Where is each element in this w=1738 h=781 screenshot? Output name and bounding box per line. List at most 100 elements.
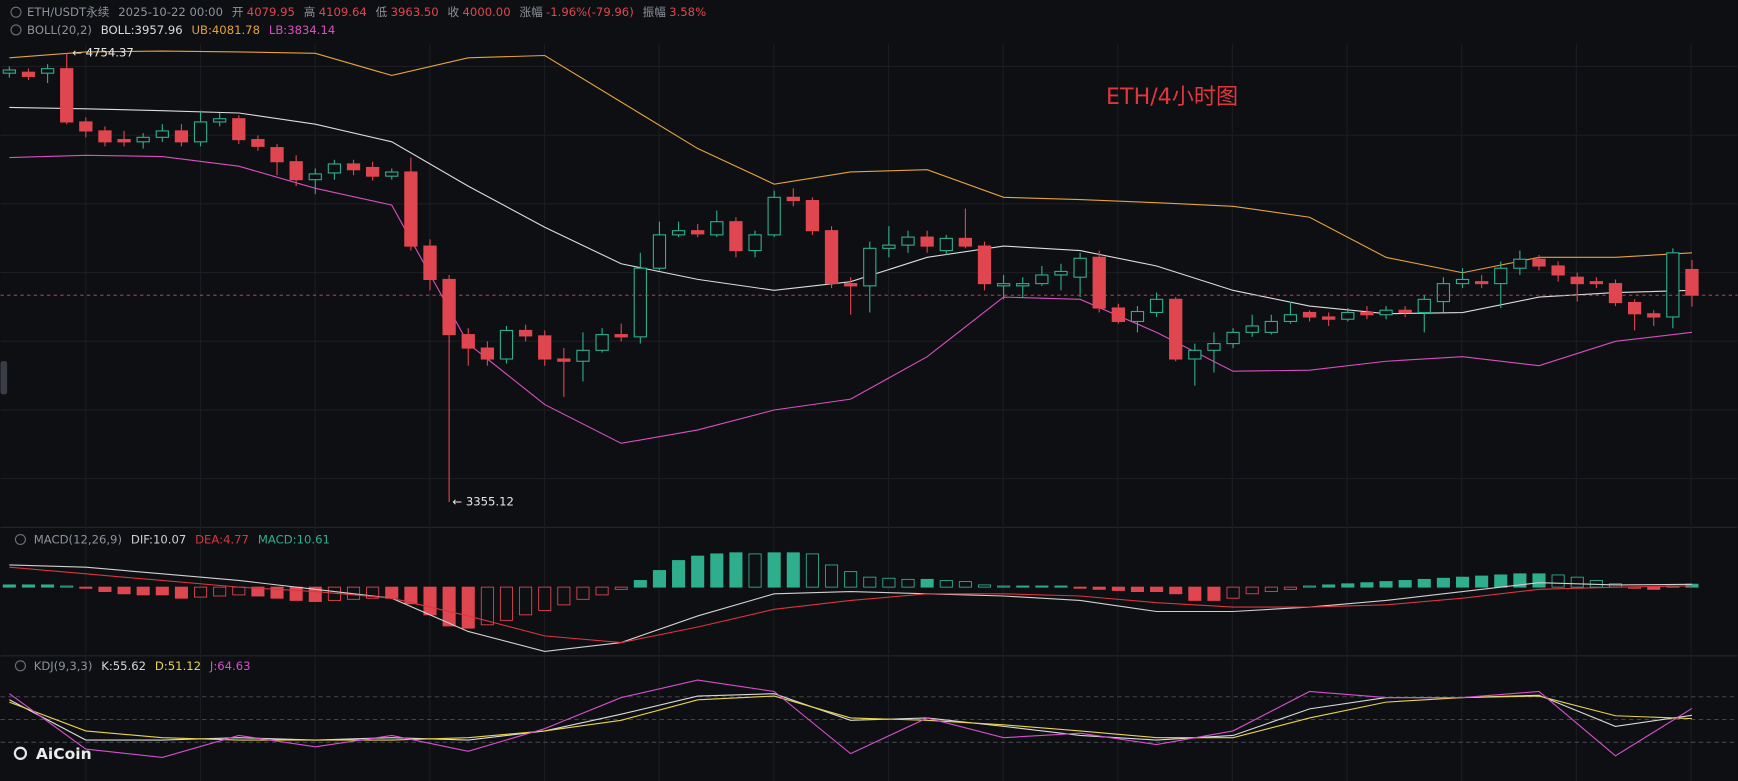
candle-body [480, 347, 495, 360]
candle-body [1532, 258, 1546, 267]
candle-body [595, 334, 609, 351]
macd-bar [672, 560, 686, 588]
quote-value: 3963.50 [391, 5, 439, 19]
macd-bar [1455, 576, 1470, 588]
candle-body [1685, 268, 1699, 296]
candle-body [939, 237, 953, 252]
macd-bar [691, 555, 705, 588]
candle-body [767, 196, 781, 236]
candle-body [2, 69, 16, 74]
macd-bar [882, 577, 896, 588]
candle-body [308, 173, 322, 181]
quote-value: 4000.00 [463, 5, 511, 19]
macd-bar [958, 581, 972, 588]
kdj-legend: KDJ(9,3,3) K:55.62 D:51.12 J:64.63 [34, 658, 251, 672]
candle-body [786, 196, 800, 202]
legend-entry: K:55.62 [101, 658, 146, 672]
macd-bar [767, 552, 781, 588]
candle-body [1302, 311, 1317, 318]
macd-bar [1494, 574, 1508, 588]
candle-body [1341, 311, 1355, 320]
candle-body [1474, 281, 1489, 285]
macd-bar [920, 578, 934, 588]
logo-icon [13, 746, 28, 760]
candle-body [1379, 309, 1393, 316]
candle-body [538, 335, 552, 360]
candle-body [442, 278, 456, 336]
annotation: ETH/4小时图 [1106, 84, 1238, 110]
candle-body [614, 334, 628, 338]
macd-bar [194, 586, 208, 598]
indicator-line [9, 564, 1692, 652]
boll-line [9, 154, 1693, 444]
macd-bar [824, 564, 839, 588]
candle-body [1647, 313, 1661, 318]
candle-body [1245, 325, 1259, 333]
candle-body [1092, 256, 1106, 309]
macd-bar [1322, 584, 1336, 588]
watermark: AiCoin [36, 745, 92, 763]
macd-bar [1245, 586, 1259, 595]
candle-body [1455, 278, 1470, 285]
candle-body [136, 136, 150, 143]
macd-bar [480, 586, 494, 626]
candle-body [155, 130, 169, 138]
candle-body [1551, 265, 1565, 276]
candle-body [996, 283, 1011, 287]
candle-body [1207, 343, 1221, 351]
candle-body [729, 221, 743, 252]
macd-bar [442, 586, 456, 627]
candle-body [805, 199, 820, 232]
candle-body [844, 283, 858, 287]
macd-bar [385, 586, 399, 599]
legend-entry: DIF:10.07 [131, 532, 186, 546]
candle-body [1360, 311, 1374, 316]
candle-body [385, 171, 399, 177]
candle-body [1054, 270, 1068, 276]
macd-bar [461, 586, 475, 629]
candle-body [652, 234, 667, 269]
macd-bar [41, 584, 55, 588]
macd-bar [1532, 573, 1546, 588]
macd-bar [251, 586, 265, 597]
candle-body [289, 161, 303, 181]
quote-value: 4079.95 [247, 5, 295, 19]
candle-body [518, 329, 533, 337]
quote-label: 振幅 [643, 5, 667, 19]
indicator-line [9, 566, 1692, 644]
legend-entry: MACD:10.61 [258, 532, 330, 546]
candle-body [79, 121, 93, 132]
macd-bar [1111, 586, 1125, 591]
macd-bar [2, 584, 16, 588]
candle-body [404, 171, 418, 247]
candle-body [423, 245, 437, 280]
macd-bar [499, 586, 514, 621]
macd-bar [270, 586, 284, 599]
candle-body [1627, 301, 1642, 315]
candle-body [1283, 314, 1298, 323]
low-label: ← 3355.12 [452, 495, 514, 509]
macd-bar [1379, 581, 1393, 588]
macd-bar [136, 586, 150, 596]
indicator-line [9, 679, 1693, 758]
side-tab[interactable] [0, 361, 8, 395]
macd-legend: MACD(12,26,9) DIF:10.07 DEA:4.77 MACD:10.61 [34, 532, 330, 546]
indicator-icon [14, 660, 26, 672]
macd-bar [901, 578, 915, 588]
indicator-icon [14, 533, 26, 546]
macd-bar [117, 586, 131, 595]
macd-bar [652, 570, 666, 588]
legend-entry: J:64.63 [209, 658, 251, 672]
macd-bar [805, 553, 819, 588]
macd-bar [289, 586, 303, 601]
candle-body [1226, 331, 1240, 345]
macd-bar [423, 586, 437, 616]
macd-bar [155, 586, 169, 596]
legend-entry: DEA:4.77 [195, 532, 249, 546]
candle-body [1169, 298, 1183, 360]
macd-bar [21, 584, 36, 588]
candle-body [232, 118, 246, 141]
candle-body [1188, 349, 1202, 360]
candle-body [1322, 316, 1336, 320]
